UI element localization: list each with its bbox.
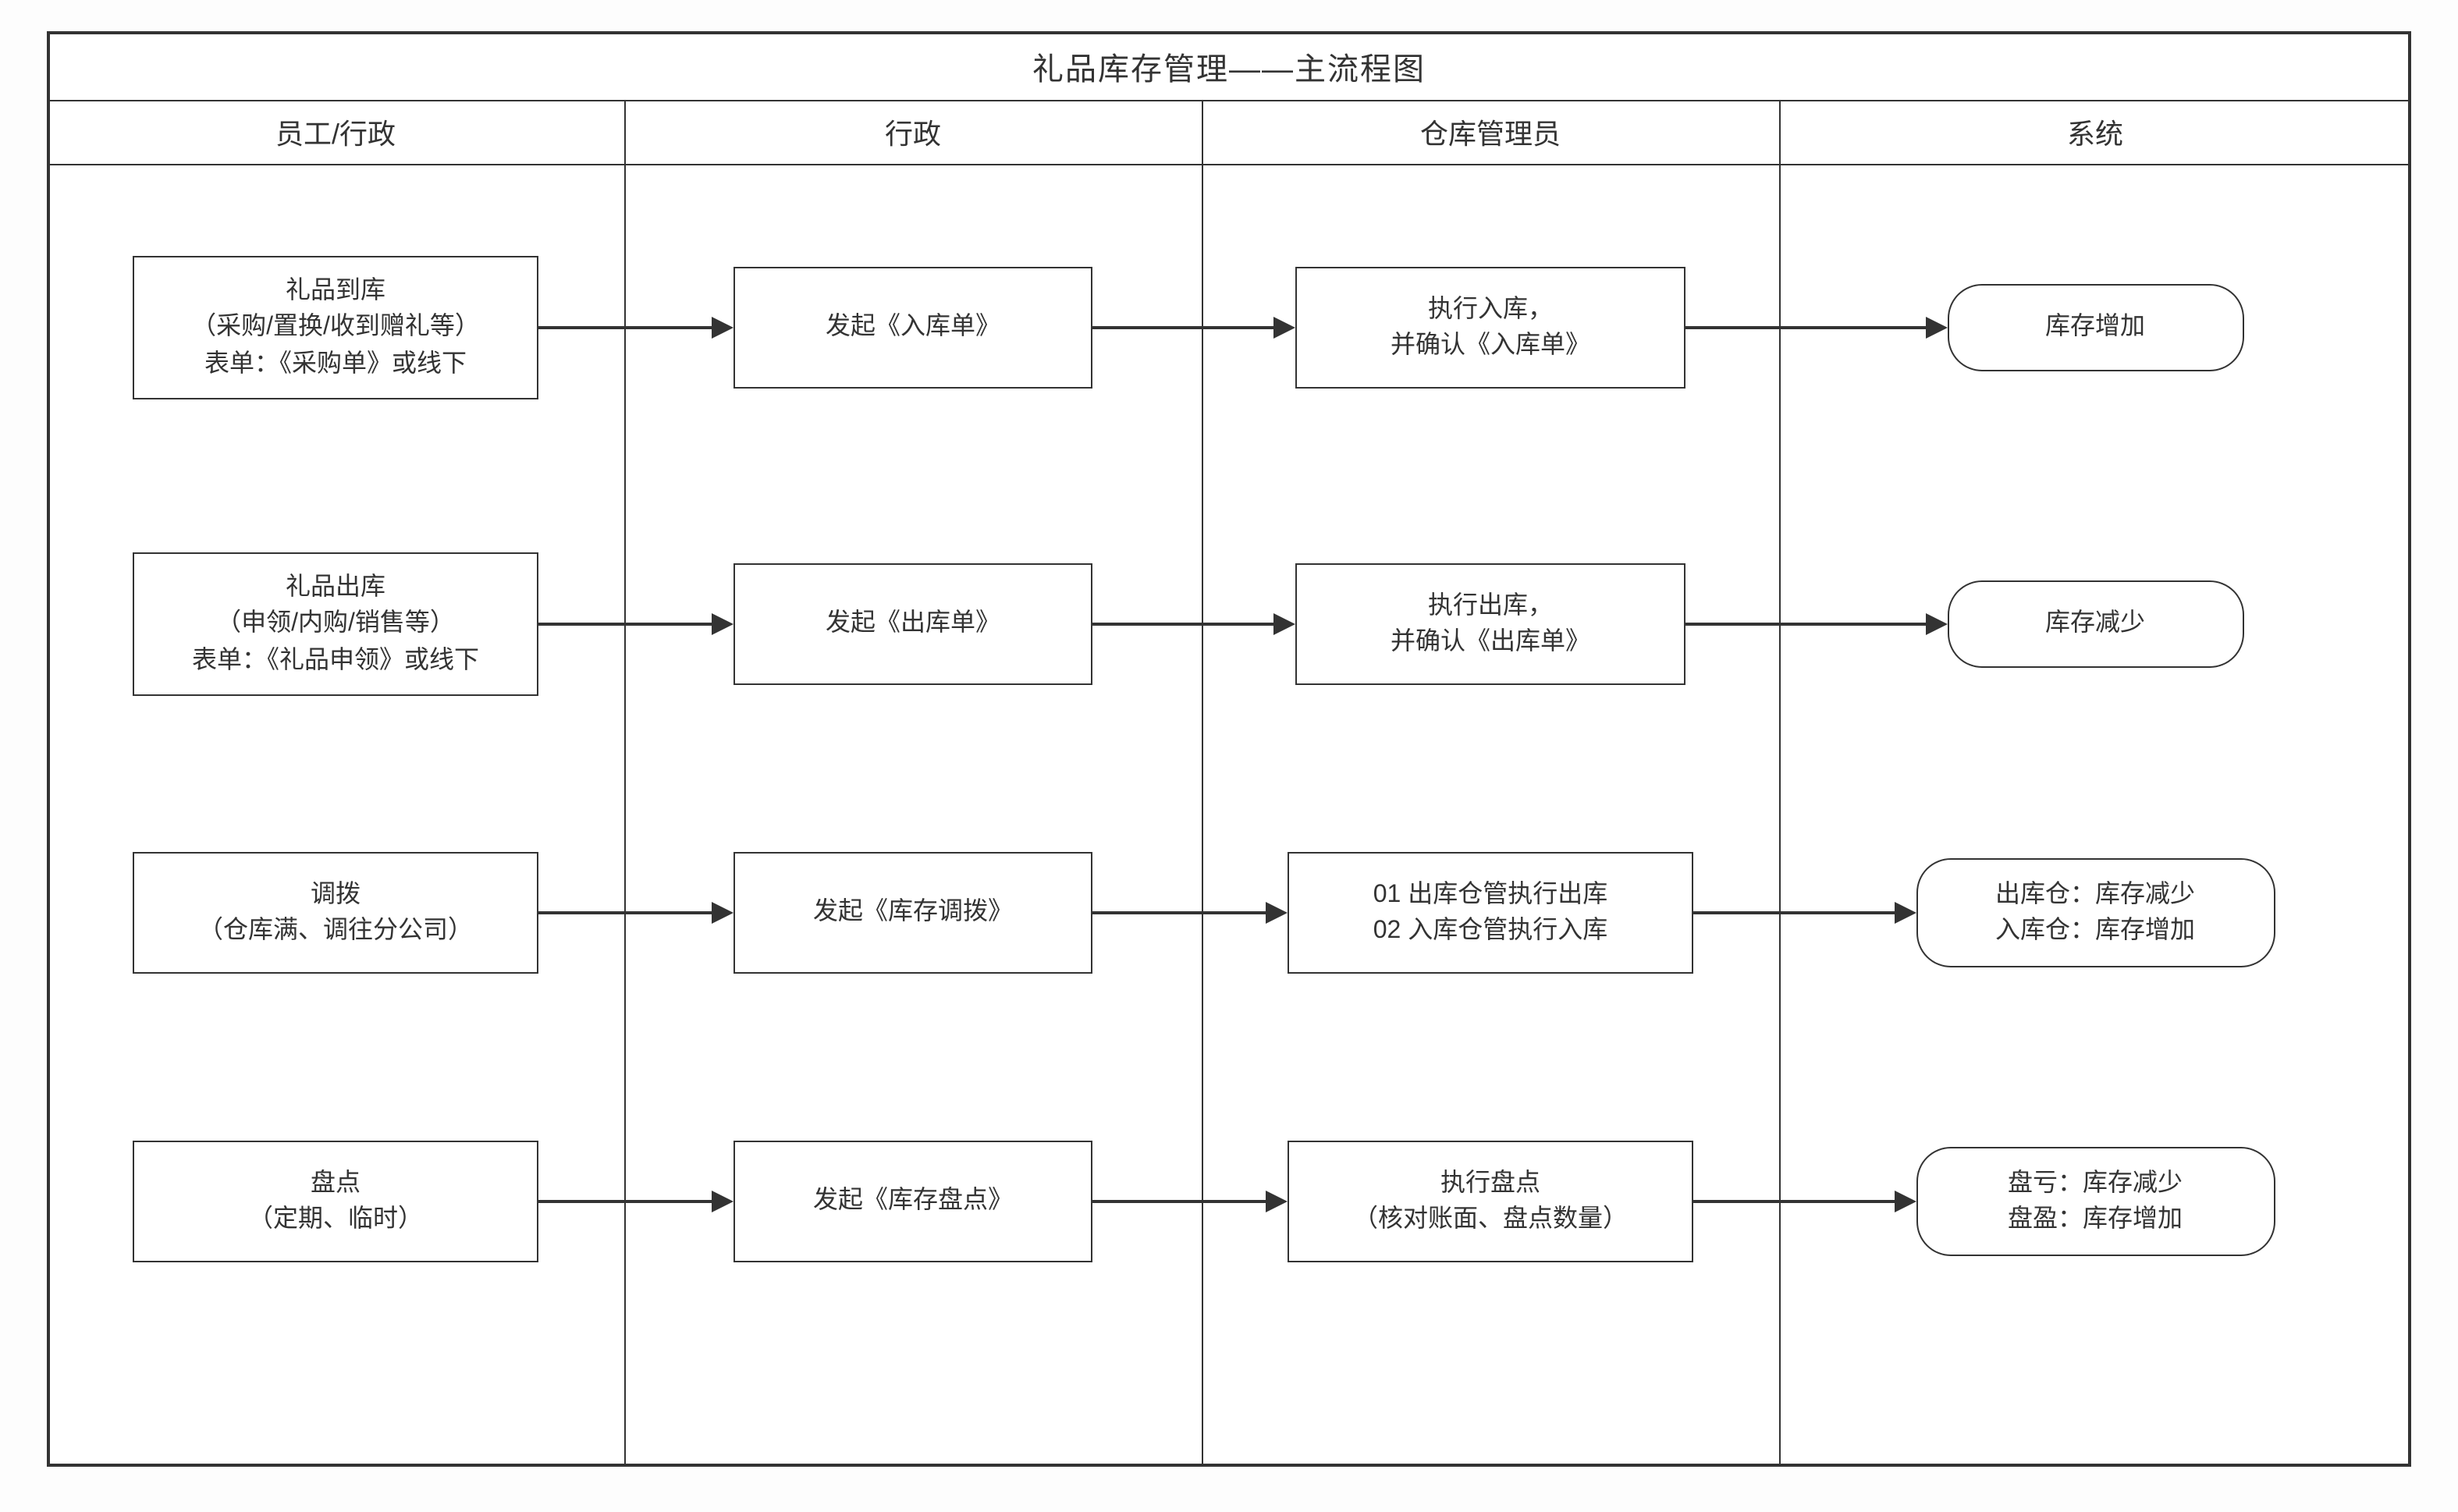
arrow-head-icon: [1925, 613, 1947, 635]
flow-node-n12: 发起《入库单》: [733, 267, 1092, 389]
flow-node-n13: 执行入库， 并确认《入库单》: [1295, 267, 1685, 389]
flow-node-n33: 01 出库仓管执行出库 02 入库仓管执行入库: [1288, 852, 1693, 974]
arrow-head-icon: [1266, 902, 1288, 924]
lane-divider: [1202, 100, 1203, 1467]
flow-node-n42: 发起《库存盘点》: [733, 1141, 1092, 1262]
arrow-head-icon: [712, 317, 733, 339]
flow-edge: [1685, 326, 1927, 329]
lane-header-lane1: 员工/行政: [47, 100, 624, 165]
flow-edge: [1685, 623, 1927, 626]
flow-edge: [1092, 1200, 1267, 1203]
flow-edge: [538, 326, 713, 329]
lane-divider: [624, 100, 626, 1467]
flow-node-n23: 执行出库， 并确认《出库单》: [1295, 563, 1685, 685]
arrow-head-icon: [1894, 902, 1916, 924]
arrow-head-icon: [1273, 613, 1295, 635]
arrow-head-icon: [712, 1191, 733, 1212]
flow-node-n41: 盘点 （定期、临时）: [133, 1141, 538, 1262]
swimlane-canvas: 礼品库存管理——主流程图 员工/行政行政仓库管理员系统礼品到库 （采购/置换/收…: [0, 0, 2458, 1512]
flow-edge: [538, 911, 713, 914]
arrow-head-icon: [1266, 1191, 1288, 1212]
flow-edge: [1092, 623, 1275, 626]
flow-node-n34: 出库仓：库存减少 入库仓：库存增加: [1916, 858, 2275, 967]
flow-edge: [1693, 911, 1895, 914]
flow-node-n22: 发起《出库单》: [733, 563, 1092, 685]
arrow-head-icon: [1894, 1191, 1916, 1212]
flow-edge: [1092, 911, 1267, 914]
lane-header-lane4: 系统: [1779, 100, 2411, 165]
lane-header-lane2: 行政: [624, 100, 1202, 165]
arrow-head-icon: [1925, 317, 1947, 339]
flow-node-n24: 库存减少: [1947, 580, 2243, 668]
lane-divider: [1779, 100, 1781, 1467]
flow-node-n11: 礼品到库 （采购/置换/收到赠礼等） 表单：《采购单》或线下: [133, 256, 538, 399]
diagram-title: 礼品库存管理——主流程图: [47, 31, 2411, 100]
flow-edge: [1693, 1200, 1895, 1203]
arrow-head-icon: [712, 902, 733, 924]
lane-header-lane3: 仓库管理员: [1202, 100, 1779, 165]
flow-node-n44: 盘亏：库存减少 盘盈：库存增加: [1916, 1147, 2275, 1256]
flow-node-n32: 发起《库存调拨》: [733, 852, 1092, 974]
flow-node-n21: 礼品出库 （申领/内购/销售等） 表单：《礼品申领》或线下: [133, 552, 538, 696]
flow-node-n31: 调拨 （仓库满、调往分公司）: [133, 852, 538, 974]
flow-edge: [1092, 326, 1275, 329]
flow-edge: [538, 623, 713, 626]
arrow-head-icon: [712, 613, 733, 635]
arrow-head-icon: [1273, 317, 1295, 339]
flow-node-n43: 执行盘点 （核对账面、盘点数量）: [1288, 1141, 1693, 1262]
flow-node-n14: 库存增加: [1947, 284, 2243, 371]
flow-edge: [538, 1200, 713, 1203]
